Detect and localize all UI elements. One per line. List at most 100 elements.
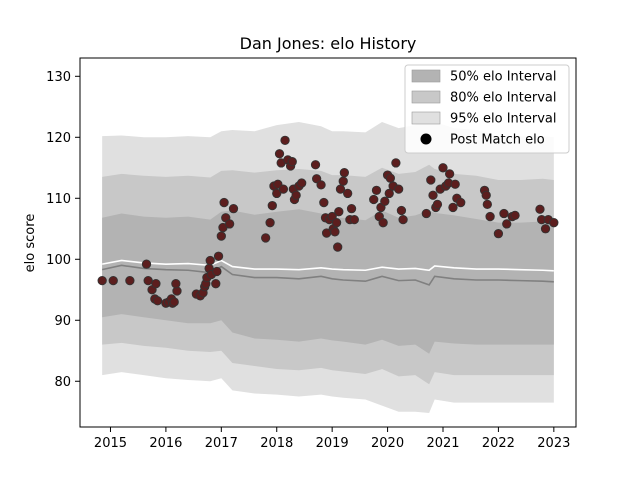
x-tick-label: 2015 xyxy=(94,436,127,451)
legend-entry: 50% elo Interval xyxy=(411,69,557,85)
post-match-elo-point xyxy=(287,157,297,167)
post-match-elo-point xyxy=(438,163,448,173)
chart-title: Dan Jones: elo History xyxy=(240,34,417,53)
y-tick-label: 130 xyxy=(46,70,71,85)
post-match-elo-point xyxy=(310,160,321,170)
legend-label: 50% elo Interval xyxy=(450,70,557,85)
post-match-elo-point xyxy=(319,197,329,208)
x-tick-label: 2018 xyxy=(260,436,293,451)
post-match-elo-point xyxy=(444,169,455,179)
post-match-elo-point xyxy=(171,279,181,289)
plot-content xyxy=(97,112,559,413)
post-match-elo-point xyxy=(535,204,545,214)
post-match-elo-point xyxy=(394,184,404,194)
x-tick-label: 2016 xyxy=(149,436,182,451)
post-match-elo-point xyxy=(385,173,395,183)
post-match-elo-point xyxy=(212,266,222,277)
post-match-elo-point xyxy=(499,208,509,219)
post-match-elo-point xyxy=(482,199,492,210)
post-match-elo-point xyxy=(448,202,458,213)
post-match-elo-point xyxy=(141,259,152,269)
legend-entry: Post Match elo xyxy=(420,133,545,148)
legend-label: 80% elo Interval xyxy=(450,91,557,106)
post-match-elo-point xyxy=(224,219,235,229)
x-tick-label: 2021 xyxy=(426,436,459,451)
post-match-elo-point xyxy=(205,255,215,266)
post-match-elo-point xyxy=(260,233,271,243)
post-match-elo-point xyxy=(333,242,343,252)
post-match-elo-point xyxy=(152,296,163,306)
post-match-elo-point xyxy=(493,229,504,239)
legend-box xyxy=(404,64,570,154)
x-tick-label: 2020 xyxy=(371,436,404,451)
legend-swatch xyxy=(411,69,441,83)
y-tick-label: 110 xyxy=(46,192,71,207)
legend-marker xyxy=(420,133,432,145)
post-match-elo-point xyxy=(343,188,353,199)
post-match-elo-point xyxy=(371,185,382,196)
post-match-elo-point xyxy=(428,190,438,200)
mean-elo-line xyxy=(102,259,554,272)
post-match-elo-point xyxy=(151,279,161,289)
post-match-elo-point xyxy=(380,196,390,206)
post-match-elo-point xyxy=(297,178,307,188)
post-match-elo-point xyxy=(338,176,348,186)
legend: 50% elo Interval 80% elo Interval 95% elo … xyxy=(404,64,570,154)
x-tick-label: 2019 xyxy=(316,436,349,451)
post-match-elo-point xyxy=(169,297,179,307)
post-match-elo-point xyxy=(378,218,388,228)
post-match-elo-point xyxy=(346,203,357,214)
post-match-elo-point xyxy=(510,210,520,221)
post-match-elo-point xyxy=(219,197,229,208)
post-match-elo-point xyxy=(391,158,401,168)
post-match-elo-point xyxy=(481,190,491,200)
legend-entry: 80% elo Interval xyxy=(411,90,557,106)
post-match-elo-point xyxy=(398,214,408,225)
post-match-elo-point xyxy=(278,184,289,194)
post-match-elo-point xyxy=(502,219,512,229)
post-match-elo-point xyxy=(396,205,407,216)
post-match-elo-point xyxy=(97,275,107,286)
x-tick-label: 2023 xyxy=(537,436,570,451)
plot-frame xyxy=(79,57,577,428)
post-match-elo-point xyxy=(143,275,153,286)
post-match-elo-point xyxy=(213,251,224,261)
post-match-elo-point xyxy=(216,231,226,241)
post-match-elo-point xyxy=(280,135,290,145)
post-match-elo-point xyxy=(540,224,551,234)
post-match-elo-point xyxy=(349,214,359,225)
y-tick-label: 120 xyxy=(46,131,71,146)
plot-area xyxy=(97,112,559,413)
y-axis-label: elo score xyxy=(23,214,38,273)
y-tick-label: 90 xyxy=(54,314,71,329)
band-50-interval xyxy=(102,209,554,354)
legend-swatch xyxy=(411,90,441,104)
post-match-elo-point xyxy=(384,188,394,199)
x-tick-label: 2017 xyxy=(205,436,238,451)
post-match-elo-point xyxy=(450,179,460,189)
post-match-elo-point xyxy=(339,168,349,178)
post-match-elo-point xyxy=(291,190,301,200)
post-match-elo-point xyxy=(211,279,221,289)
axes: 2015 2016 2017 2018 2019 2020 2021 2022 2023 80 90… xyxy=(46,57,577,451)
post-match-elo-point xyxy=(267,200,277,211)
post-match-elo-point xyxy=(330,227,340,237)
post-match-elo-point xyxy=(331,218,342,228)
post-match-elo-point xyxy=(265,218,275,228)
post-match-elo-point xyxy=(274,149,285,159)
x-tick-label: 2022 xyxy=(482,436,515,451)
post-match-elo-point xyxy=(369,194,379,205)
legend-swatch xyxy=(411,111,441,125)
legend-entry: 95% elo Interval xyxy=(411,111,557,127)
post-match-elo-point xyxy=(549,218,559,228)
y-tick-label: 100 xyxy=(46,253,71,268)
legend-label: 95% elo Interval xyxy=(450,112,557,127)
post-match-elo-point xyxy=(316,180,326,190)
y-tick-label: 80 xyxy=(54,375,71,390)
post-match-elo-point xyxy=(228,203,239,214)
post-match-elo-point xyxy=(108,275,118,286)
post-match-elo-point xyxy=(421,208,432,219)
post-match-elo-point xyxy=(485,211,495,222)
post-match-elo-point xyxy=(334,207,344,217)
